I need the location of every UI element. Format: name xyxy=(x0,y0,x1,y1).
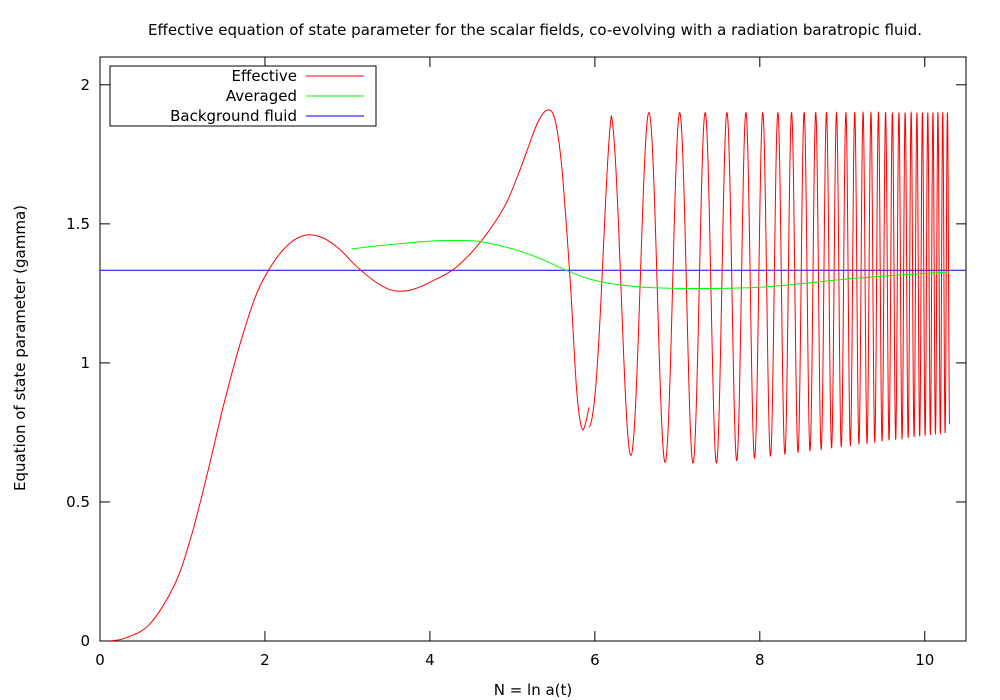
y-tick-label: 1.5 xyxy=(66,215,90,233)
axes-layer: 0 2 4 6 8 10 0 0.5 1 1.5 2 xyxy=(66,57,966,669)
y-tick-label: 0 xyxy=(80,632,90,650)
legend-label: Effective xyxy=(232,67,297,85)
x-tick-label: 6 xyxy=(590,651,600,669)
y-tick-label: 2 xyxy=(80,76,90,94)
x-tick-label: 8 xyxy=(755,651,765,669)
series-effective-early xyxy=(108,109,590,642)
x-tick-label: 2 xyxy=(260,651,270,669)
x-tick-label: 0 xyxy=(95,651,105,669)
x-axis-label: N = ln a(t) xyxy=(494,681,573,699)
series-effective xyxy=(108,109,950,642)
x-tick-label: 10 xyxy=(915,651,934,669)
y-tick-label: 1 xyxy=(80,354,90,372)
series-effective-oscillation xyxy=(588,110,950,464)
legend-label: Averaged xyxy=(226,87,297,105)
y-axis-label: Equation of state parameter (gamma) xyxy=(11,205,29,491)
series-layer xyxy=(100,109,966,642)
legend: Effective Averaged Background fluid xyxy=(109,65,377,127)
chart-title: Effective equation of state parameter fo… xyxy=(148,21,922,39)
legend-label: Background fluid xyxy=(170,107,297,125)
x-tick-label: 4 xyxy=(425,651,435,669)
y-tick-label: 0.5 xyxy=(66,493,90,511)
plot-frame xyxy=(99,56,967,642)
plot-area xyxy=(99,56,967,642)
series-averaged xyxy=(351,239,950,290)
